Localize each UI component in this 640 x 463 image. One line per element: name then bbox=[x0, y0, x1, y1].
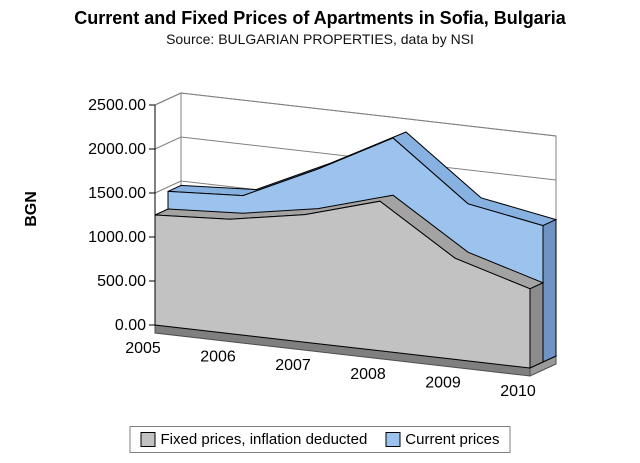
gridline-left-wall bbox=[154, 92, 182, 106]
y-tick-label: 500.00 bbox=[97, 273, 146, 290]
y-tick-label: 2500.00 bbox=[88, 97, 146, 114]
y-tick-label: 2000.00 bbox=[88, 141, 146, 158]
series-endcap-current bbox=[542, 218, 557, 363]
gridline-left-wall bbox=[154, 136, 182, 150]
x-tick-label: 2010 bbox=[500, 383, 536, 400]
series-endcap-fixed bbox=[529, 282, 544, 369]
gridline-left-wall bbox=[154, 180, 182, 194]
gridline-back bbox=[180, 92, 557, 137]
series-area-fixed bbox=[154, 200, 531, 369]
legend-swatch-fixed-prices bbox=[140, 432, 156, 447]
chart-title: Current and Fixed Prices of Apartments i… bbox=[74, 8, 566, 28]
y-tick-label: 0.00 bbox=[115, 317, 146, 334]
legend: Fixed prices, inflation deducted Current… bbox=[129, 426, 511, 453]
x-tick-label: 2006 bbox=[200, 349, 236, 366]
legend-label-fixed-prices: Fixed prices, inflation deducted bbox=[160, 431, 368, 448]
x-tick-label: 2008 bbox=[350, 366, 386, 383]
legend-swatch-current-prices bbox=[385, 432, 401, 447]
chart-subtitle: Source: BULGARIAN PROPERTIES, data by NS… bbox=[166, 31, 474, 47]
x-tick-label: 2009 bbox=[425, 374, 461, 391]
x-tick-label: 2005 bbox=[125, 340, 161, 357]
y-tick-label: 1500.00 bbox=[88, 185, 146, 202]
legend-item-current-prices: Current prices bbox=[385, 431, 500, 448]
legend-label-current-prices: Current prices bbox=[405, 431, 500, 448]
legend-item-fixed-prices: Fixed prices, inflation deducted bbox=[140, 431, 368, 448]
x-tick-label: 2007 bbox=[275, 357, 311, 374]
y-tick-label: 1000.00 bbox=[88, 229, 146, 246]
y-axis-title: BGN bbox=[22, 191, 40, 227]
